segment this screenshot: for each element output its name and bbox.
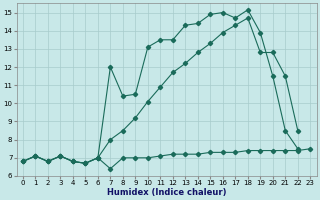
X-axis label: Humidex (Indice chaleur): Humidex (Indice chaleur) [107, 188, 226, 197]
